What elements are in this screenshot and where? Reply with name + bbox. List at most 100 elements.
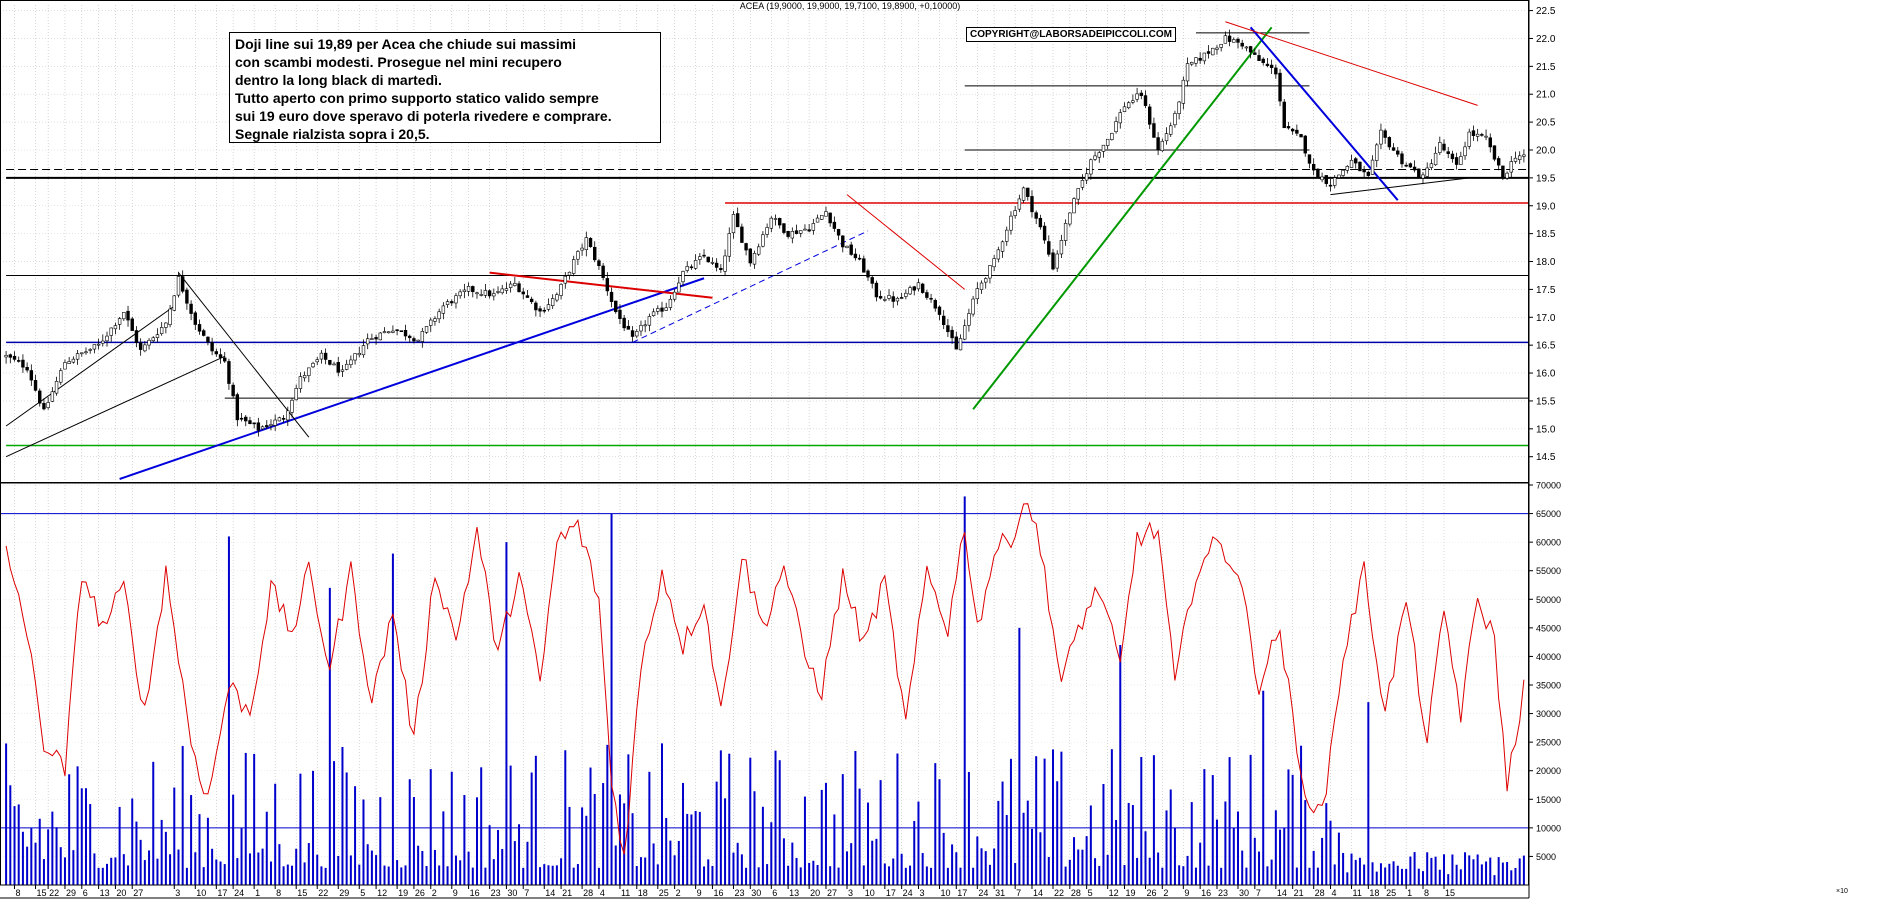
volume-tick-label: 70000 [1536, 481, 1561, 491]
volume-bar [1514, 867, 1517, 885]
white-candle-body [1345, 166, 1350, 171]
volume-bar [1266, 866, 1269, 885]
volume-bar [1522, 855, 1525, 885]
black-candle-body [714, 262, 719, 268]
volume-bar [278, 844, 281, 885]
candle [1269, 59, 1274, 74]
volume-bar [467, 851, 470, 885]
day-tick-label: 22 [318, 888, 328, 898]
volume-tick-label: 50000 [1536, 595, 1561, 605]
candle [1480, 132, 1484, 137]
volume-bar [1127, 802, 1130, 885]
day-tick-label: 29 [66, 888, 76, 898]
candle [1190, 61, 1194, 66]
black-candle-body [1328, 184, 1333, 187]
candle [180, 270, 185, 294]
black-candle-body [618, 309, 622, 319]
volume-bar [337, 855, 340, 885]
volume-bar [139, 839, 142, 885]
black-candle-body [778, 218, 782, 226]
white-candle-body [307, 367, 311, 376]
candle [820, 214, 824, 221]
white-candle-body [1341, 169, 1345, 176]
white-candle-body [1080, 179, 1085, 188]
black-candle-body [622, 317, 626, 329]
white-candle-body [656, 308, 660, 312]
price-tick-label: 16.0 [1536, 369, 1556, 380]
candle [845, 245, 849, 249]
volume-bar [770, 822, 773, 885]
candle [159, 322, 164, 336]
volume-tick-label: 55000 [1536, 566, 1561, 576]
white-candle-body [1425, 167, 1429, 177]
black-candle-body [412, 338, 416, 342]
candle [248, 416, 252, 425]
black-candle-body [597, 260, 601, 267]
volume-bar [917, 801, 920, 885]
volume-bar [1274, 810, 1277, 885]
volume-bar [429, 769, 432, 885]
black-candle-body [1311, 163, 1316, 171]
volume-bar [572, 867, 575, 885]
volume-bar [854, 750, 857, 885]
white-candle-body [803, 228, 807, 231]
day-tick-label: 25 [1386, 888, 1396, 898]
candle [1274, 64, 1278, 79]
candle [899, 292, 904, 299]
white-candle-body [458, 291, 462, 297]
candle [542, 307, 546, 314]
day-tick-label: 3 [848, 888, 853, 898]
candle [374, 334, 378, 345]
candle [1433, 146, 1438, 166]
volume-bar [265, 811, 268, 885]
volume-bar [761, 806, 764, 885]
white-candle-body [1379, 129, 1383, 145]
black-candle-body [706, 256, 710, 263]
trend-line [632, 230, 869, 343]
volume-bar [1207, 865, 1210, 885]
candle [1110, 132, 1114, 141]
candle [651, 308, 656, 317]
white-candle-body [1215, 47, 1219, 50]
volume-bar [1131, 805, 1134, 885]
trend-line [119, 277, 705, 480]
volume-bar [484, 867, 487, 885]
day-tick-label: 15 [37, 888, 47, 898]
white-candle-body [773, 218, 778, 220]
black-candle-body [1274, 67, 1278, 75]
volume-bar [631, 813, 634, 885]
black-candle-body [529, 298, 534, 303]
volume-bar [610, 513, 613, 885]
day-tick-label: 10 [940, 888, 950, 898]
trend-line [1330, 177, 1470, 196]
volume-bar [324, 867, 327, 885]
candle [344, 359, 349, 371]
candle [719, 264, 723, 273]
candle [286, 406, 290, 427]
volume-bar [1236, 811, 1239, 885]
candle [857, 254, 862, 261]
candle [1475, 128, 1480, 142]
candle [17, 356, 21, 363]
candle [235, 392, 240, 427]
volume-bar [1249, 754, 1252, 885]
volume-bar [5, 743, 8, 885]
candle [571, 255, 576, 277]
candle [908, 285, 912, 296]
candle [824, 206, 828, 217]
volume-bar [690, 814, 693, 885]
candle [1370, 155, 1375, 176]
white-candle-body [1375, 144, 1379, 161]
candle [155, 328, 160, 343]
black-candle-body [899, 297, 904, 299]
candle [580, 243, 584, 256]
volume-bar [1270, 859, 1273, 885]
volume-bar [421, 850, 424, 885]
volume-bar [459, 860, 462, 885]
candle [1488, 133, 1492, 153]
black-candle-body [1324, 175, 1328, 184]
volume-bar [1262, 690, 1265, 885]
black-candle-body [593, 246, 597, 261]
price-tick-label: 18.5 [1536, 229, 1556, 240]
volume-bar [299, 773, 302, 885]
